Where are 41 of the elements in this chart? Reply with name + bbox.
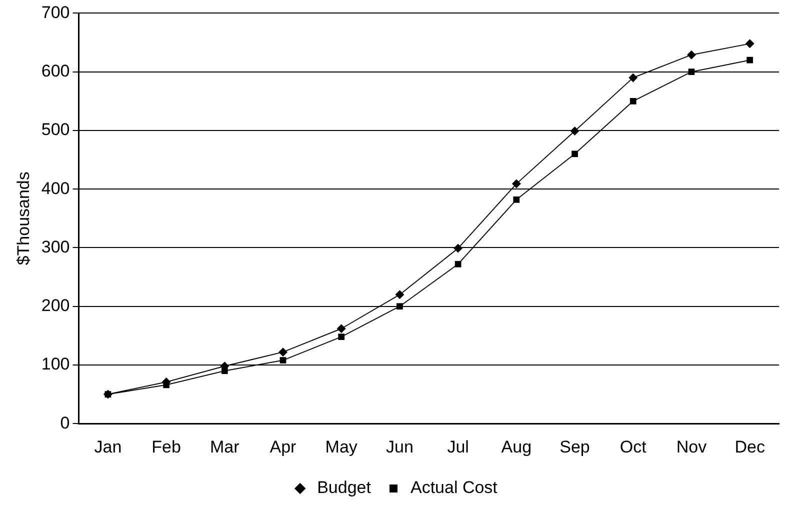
y-tick-label: 400 [41, 178, 70, 198]
y-tick-label: 100 [41, 354, 70, 374]
point [628, 73, 638, 82]
y-tick-label: 700 [41, 2, 70, 22]
legend-label: Budget [317, 478, 372, 498]
legend-label: Actual Cost [410, 478, 498, 498]
x-tick-label: Aug [501, 437, 532, 456]
point [630, 98, 636, 104]
y-tick-label: 500 [41, 120, 70, 140]
x-tick-label: Jul [447, 437, 469, 456]
point [745, 39, 754, 48]
point [280, 357, 286, 364]
x-tick-label: Dec [734, 437, 766, 456]
y-tick-label: 200 [41, 296, 70, 316]
y-tick-label: 300 [41, 237, 70, 256]
point [454, 244, 463, 253]
point [746, 56, 754, 64]
point [396, 303, 403, 310]
point [338, 334, 345, 340]
x-tick-label: Feb [152, 437, 181, 456]
x-tick-label: Apr [270, 437, 297, 456]
point [572, 150, 578, 158]
point [336, 324, 346, 334]
x-tick-label: Jan [94, 437, 122, 456]
point [454, 260, 462, 268]
x-tick-label: Jun [386, 437, 414, 456]
y-axis-title: $Thousands [14, 172, 33, 266]
x-tick-label: Nov [676, 437, 708, 456]
point [686, 50, 696, 60]
y-tick-label: 0 [60, 413, 70, 432]
point [395, 290, 404, 300]
x-tick-label: Sep [560, 437, 590, 456]
x-tick-label: Oct [620, 437, 647, 456]
x-tick-label: May [325, 437, 358, 456]
point [688, 68, 695, 76]
point [570, 126, 580, 136]
point [278, 348, 288, 357]
y-tick-label: 600 [41, 62, 70, 81]
point [512, 179, 521, 188]
point [513, 196, 520, 203]
x-tick-label: Mar [210, 437, 240, 456]
